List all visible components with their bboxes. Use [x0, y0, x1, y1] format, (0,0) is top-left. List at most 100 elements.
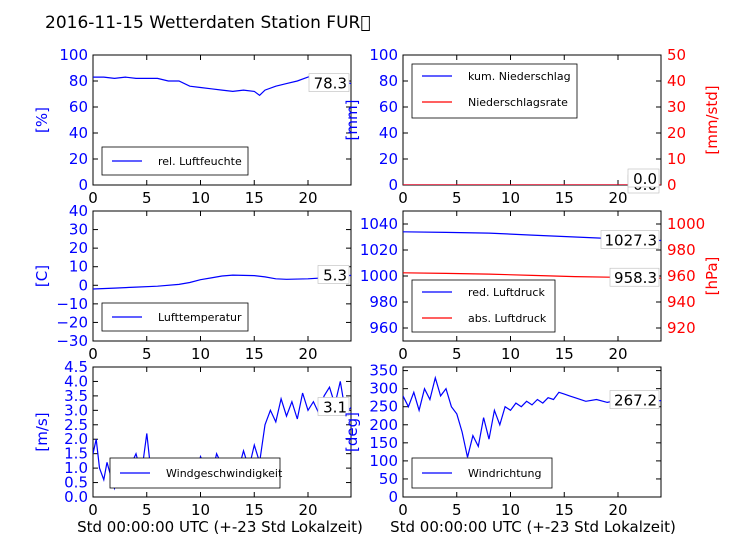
x-tick-label: 0 — [398, 501, 408, 519]
y-tick-label: 0 — [388, 488, 398, 506]
last-value-box-right — [627, 168, 660, 188]
y-tick-label: 0.0 — [64, 488, 88, 506]
y-tick-label: 10 — [69, 258, 88, 276]
pressure-ylabel-right: [hPa] — [703, 257, 721, 296]
series-line-rel-luftfeuchte — [93, 73, 351, 97]
y-tick-label: 3.0 — [64, 401, 88, 419]
last-value-label: 1027.3 — [605, 232, 658, 250]
y-tick-label: 0 — [78, 276, 88, 294]
y-tick-label: 1040 — [360, 215, 398, 233]
temperature-legend — [101, 302, 249, 332]
y-tick-label: 1.0 — [64, 459, 88, 477]
humidity-legend — [101, 146, 249, 176]
y-tick-label: 4.0 — [64, 372, 88, 390]
last-value-box — [609, 390, 660, 409]
x-tick-label: 20 — [608, 345, 627, 363]
x-tick-label: 20 — [298, 189, 317, 207]
y-tick-label: 1020 — [360, 241, 398, 259]
y-tick-label: 50 — [379, 470, 398, 488]
y-tick-label-right: 40 — [667, 72, 686, 90]
x-tick-label: 5 — [452, 501, 462, 519]
temperature-plot: 0 5 10 15 20−30−20−10010203040[C]Lufttempera… — [33, 202, 352, 363]
x-tick-label: 15 — [245, 501, 264, 519]
series-line-windrichtung — [403, 375, 661, 458]
y-tick-label: 100 — [369, 452, 398, 470]
legend-entry: Windrichtung — [468, 467, 541, 480]
y-tick-label: −10 — [56, 295, 88, 313]
last-value-label: 267.2 — [614, 392, 657, 410]
wind-direction-plot: 0 5 10 15 20050100150200250300350[deg]Windri… — [343, 362, 662, 519]
series-line-lufttemperatur — [93, 274, 351, 290]
y-tick-label-right: 960 — [667, 267, 696, 285]
y-tick-label: 3.5 — [64, 387, 88, 405]
x-tick-label: 0 — [398, 345, 408, 363]
y-tick-label: −20 — [56, 313, 88, 331]
x-tick-label: 0 — [88, 501, 98, 519]
x-tick-label: 15 — [245, 345, 264, 363]
x-tick-label: 10 — [501, 501, 520, 519]
precip-legend — [411, 63, 578, 119]
wind-speed-ylabel: [m/s] — [33, 412, 51, 451]
x-axis-label-left: Std 00:00:00 UTC (+-23 Std Lokalzeit) — [77, 518, 363, 536]
humidity-plot: 0 5 10 15 20 0 20 40 60 80 100 [%] rel. Luftfeuchte 7… — [33, 46, 352, 207]
x-tick-label: 10 — [191, 189, 210, 207]
last-value-label-right: 958.3 — [614, 269, 657, 287]
x-tick-label: 5 — [142, 345, 152, 363]
y-tick-label: 0.5 — [64, 474, 88, 492]
precip-ylabel-right: [mm/std] — [703, 85, 721, 154]
x-tick-label: 5 — [452, 345, 462, 363]
y-tick-label-right: 980 — [667, 241, 696, 259]
y-tick-label: 20 — [69, 150, 88, 168]
x-tick-label: 10 — [501, 189, 520, 207]
y-tick-label: 60 — [69, 98, 88, 116]
y-tick-label: 100 — [59, 46, 88, 64]
x-tick-label: 5 — [452, 189, 462, 207]
last-value-label: 78.3 — [314, 75, 347, 93]
x-tick-label: 20 — [298, 345, 317, 363]
x-tick-label: 15 — [555, 501, 574, 519]
x-tick-label: 10 — [191, 345, 210, 363]
x-tick-label: 20 — [608, 189, 627, 207]
y-tick-label-right: 0 — [667, 176, 677, 194]
x-tick-label: 20 — [608, 501, 627, 519]
y-tick-label: 960 — [369, 319, 398, 337]
y-tick-label: 2.0 — [64, 430, 88, 448]
legend-entry: abs. Luftdruck — [468, 312, 547, 325]
pressure-plot: 0 5 10 15 20 960 980 1000 1020 1040 920 940 960 980 10… — [360, 210, 721, 363]
legend-entry: red. Luftdruck — [468, 286, 545, 299]
last-value-label-right: 0.0 — [633, 170, 657, 188]
x-tick-label: 0 — [398, 189, 408, 207]
y-tick-label: 1.5 — [64, 445, 88, 463]
y-tick-label: 200 — [369, 416, 398, 434]
x-tick-label: 15 — [555, 345, 574, 363]
legend-entry: kum. Niederschlag — [468, 70, 571, 83]
figure-title: 2016-11-15 Wetterdaten Station FUR  — [45, 13, 371, 33]
x-tick-label: 20 — [298, 501, 317, 519]
x-tick-label: 0 — [88, 345, 98, 363]
x-tick-label: 10 — [191, 501, 210, 519]
y-tick-label: 20 — [69, 239, 88, 257]
x-tick-label: 0 — [88, 189, 98, 207]
y-tick-label: 40 — [379, 124, 398, 142]
y-tick-label-right: 940 — [667, 293, 696, 311]
y-tick-label: 300 — [369, 380, 398, 398]
y-tick-label: 4.5 — [64, 358, 88, 376]
last-value-box — [317, 265, 350, 284]
y-tick-label: −30 — [56, 332, 88, 350]
last-value-label: 3.1 — [323, 398, 347, 416]
y-tick-label: 0 — [78, 176, 88, 194]
y-tick-label-right: 20 — [667, 124, 686, 142]
temperature-ylabel: [C] — [33, 265, 51, 287]
y-tick-label: 20 — [379, 150, 398, 168]
y-tick-label: 0 — [388, 176, 398, 194]
x-axis-label-right: Std 00:00:00 UTC (+-23 Std Lokalzeit) — [390, 518, 676, 536]
wind-direction-ylabel: [deg] — [343, 412, 361, 452]
y-tick-label: 150 — [369, 434, 398, 452]
last-value-box — [317, 397, 350, 416]
y-tick-label-right: 50 — [667, 46, 686, 64]
y-tick-label-right: 10 — [667, 150, 686, 168]
y-tick-label-right: 30 — [667, 98, 686, 116]
y-tick-label: 80 — [379, 72, 398, 90]
wind-speed-plot: 0 5 10 15 20 0.00.51.01.52.02.53.03.54.04.5 [m… — [33, 358, 352, 519]
